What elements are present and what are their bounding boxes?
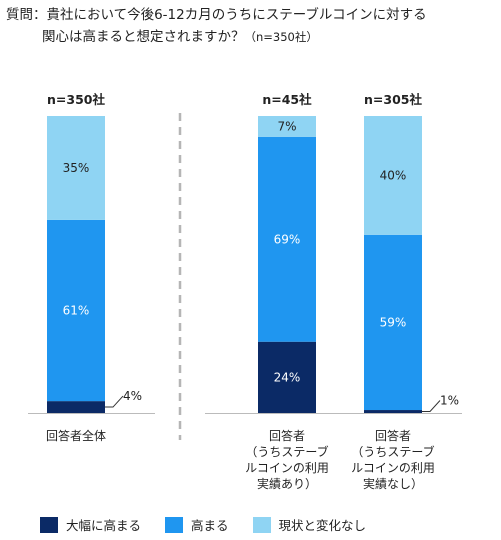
question-prefix: 質問： (6, 7, 47, 23)
legend-label-no-change: 現状と変化なし (278, 518, 367, 533)
category-label-3-line-1: 回答者 (375, 428, 411, 443)
category-label-2-line-4: 実績あり） (257, 476, 317, 491)
category-label-3-line-2: （うちステーブ (351, 444, 434, 459)
legend: 大幅に高まる 高まる 現状と変化なし (40, 515, 390, 534)
data-label-high-2: 69% (274, 232, 301, 246)
legend-label-high-strong: 大幅に高まる (66, 518, 142, 533)
category-label-3-line-4: 実績なし） (363, 476, 423, 491)
data-label-high-1: 61% (63, 304, 90, 318)
data-label-high-3: 59% (380, 315, 407, 329)
legend-swatch-high (165, 516, 184, 533)
category-label-2-line-2: （うちステーブ (245, 444, 328, 459)
data-label-high-strong-2: 24% (274, 370, 301, 384)
question-body-1: 貴社において今後6-12カ月のうちにステーブルコインに対する (46, 7, 427, 23)
legend-item-no-change: 現状と変化なし (252, 515, 367, 534)
question-body-2: 関心は高まると想定されますか？ (42, 29, 245, 45)
category-label-2-line-3: ルコインの利用 (245, 461, 329, 475)
bar-segment-no-change-1 (47, 116, 105, 220)
data-label-no-change-1: 35% (63, 161, 90, 175)
data-label-high-strong-1: 4% (123, 389, 142, 403)
n-label-2: n=45社 (262, 92, 312, 107)
leader-line-3 (422, 400, 441, 413)
data-label-no-change-3: 40% (380, 168, 407, 182)
question-line-1: 質問：貴社において今後6-12カ月のうちにステーブルコインに対する (6, 4, 498, 26)
legend-item-high-strong: 大幅に高まる (40, 515, 141, 534)
sample-size: （n=350社） (244, 30, 318, 44)
question-line-2: 関心は高まると想定されますか？（n=350社） (6, 26, 498, 48)
bar-segment-high-strong-3 (364, 410, 422, 413)
data-label-no-change-2: 7% (277, 119, 296, 133)
leader-line-1 (105, 395, 124, 408)
bar-segment-no-change-3 (364, 116, 422, 235)
bar-segment-high-3 (364, 234, 422, 411)
legend-swatch-no-change (252, 516, 271, 533)
legend-label-high: 高まる (191, 518, 229, 533)
bar-segment-high-1 (47, 219, 105, 402)
bar-segment-high-strong-2 (258, 341, 316, 413)
stacked-bar-chart: 4%61%35%n=350社回答者全体24%69%7%n=45社回答者（うちステ… (28, 92, 462, 491)
category-label-3-line-3: ルコインの利用 (351, 461, 435, 475)
question-text: 質問：貴社において今後6-12カ月のうちにステーブルコインに対する 関心は高まる… (6, 4, 498, 48)
bar-segment-high-strong-1 (47, 401, 105, 413)
legend-item-high: 高まる (165, 515, 229, 534)
data-label-high-strong-3: 1% (440, 394, 459, 408)
category-label-1-line-1: 回答者全体 (46, 428, 106, 443)
bar-segment-high-2 (258, 136, 316, 342)
n-label-1: n=350社 (47, 92, 105, 107)
category-label-2-line-1: 回答者 (269, 428, 305, 443)
n-label-3: n=305社 (364, 92, 422, 107)
bar-segment-no-change-2 (258, 116, 316, 137)
legend-swatch-high-strong (40, 516, 58, 533)
